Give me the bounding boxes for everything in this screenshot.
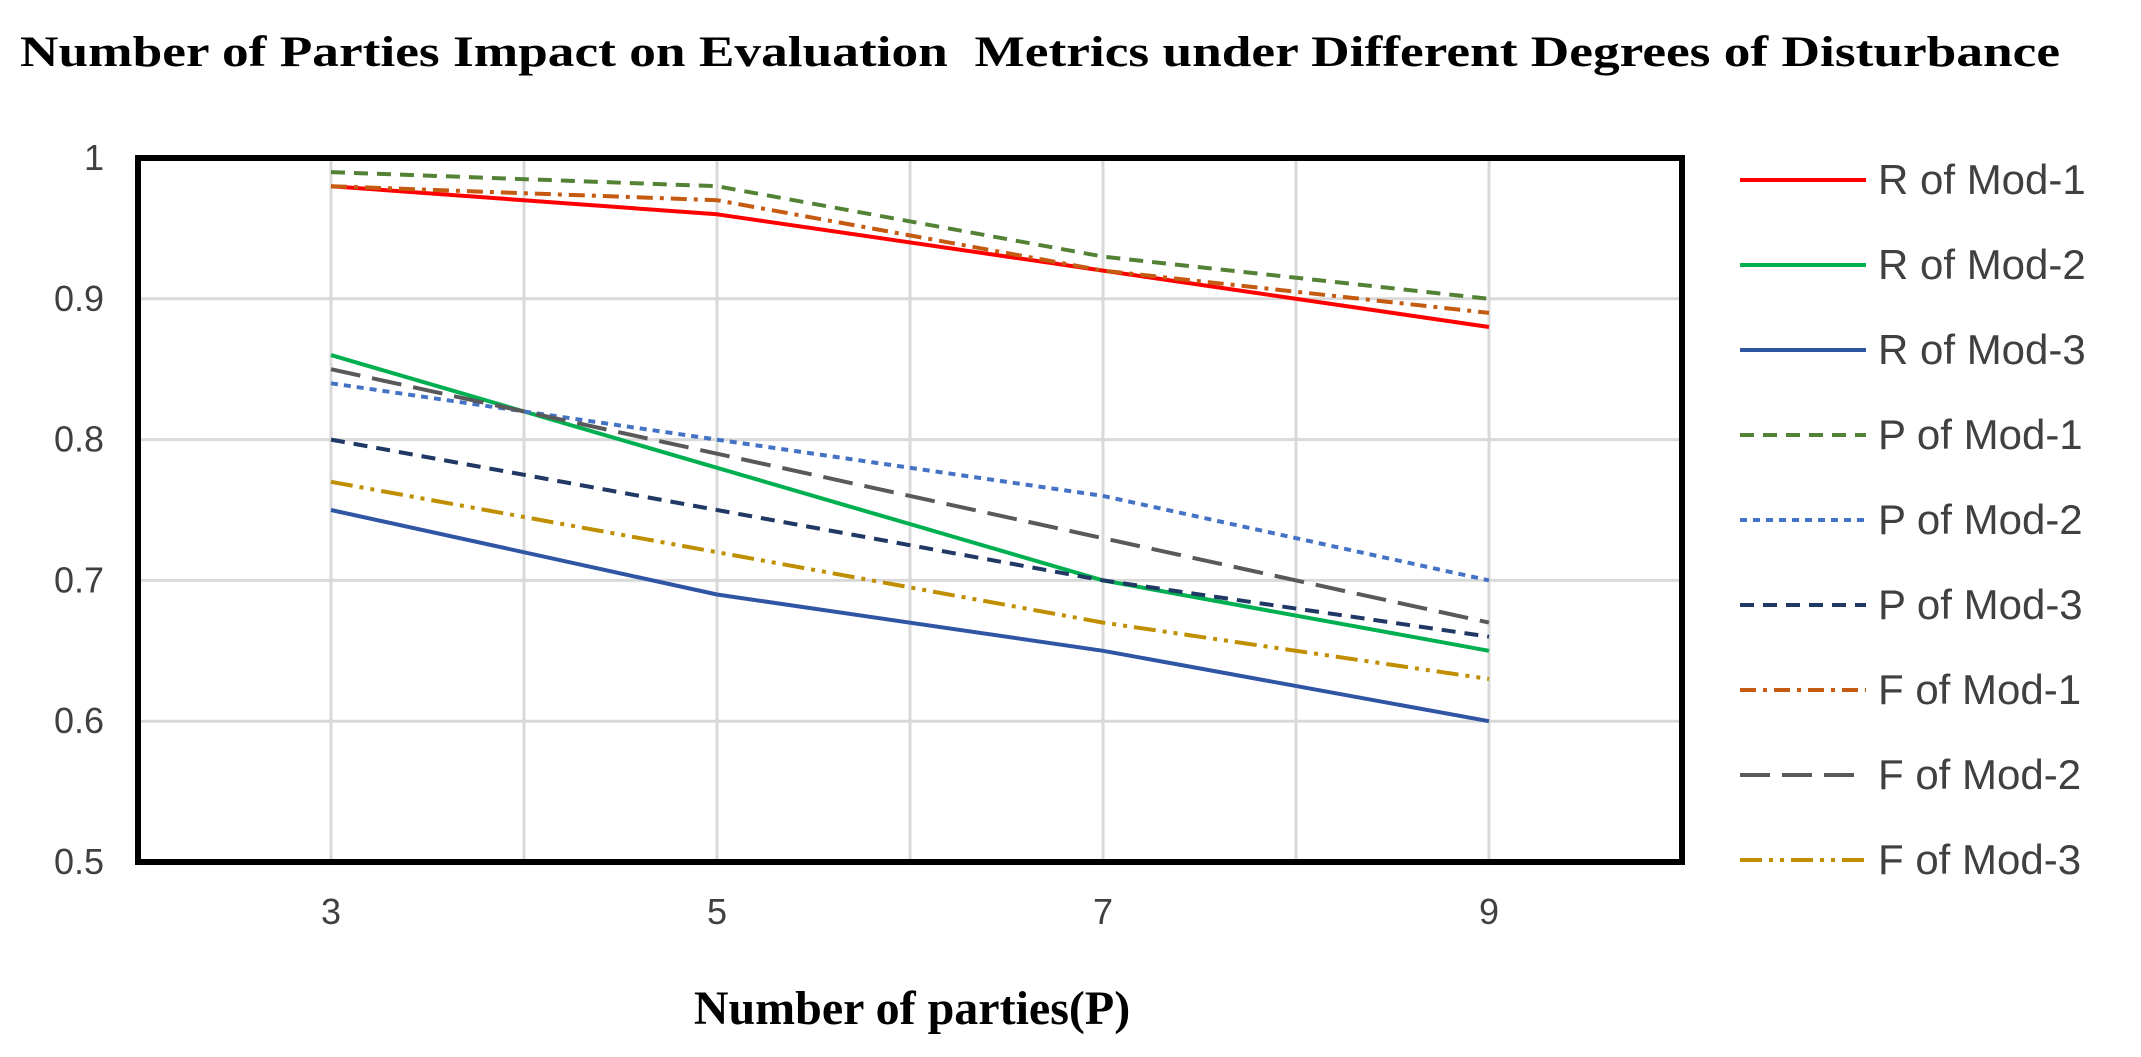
legend-item: P of Mod-2 — [1740, 496, 2083, 543]
y-tick-label: 0.8 — [54, 419, 104, 460]
legend-label: P of Mod-2 — [1878, 496, 2083, 543]
series-line-f-of-mod-3 — [330, 479, 1490, 681]
legend-item: P of Mod-3 — [1740, 581, 2083, 628]
y-tick-label: 1 — [84, 137, 104, 178]
legend-item: F of Mod-2 — [1740, 751, 2081, 798]
y-tick-label: 0.5 — [54, 841, 104, 882]
legend-label: R of Mod-3 — [1878, 326, 2086, 373]
legend: R of Mod-1 R of Mod-2 R of Mod-3 P of Mod-1… — [1740, 156, 2086, 883]
legend-item: R of Mod-2 — [1740, 241, 2086, 288]
legend-item: R of Mod-1 — [1740, 156, 2086, 203]
chart-title: Number of Parties Impact on Evaluation M… — [20, 29, 2060, 76]
series-lines — [330, 170, 1490, 724]
series-line-r-of-mod-3 — [330, 508, 1490, 724]
x-axis-label: Number of parties(P) — [694, 982, 1130, 1035]
legend-label: F of Mod-2 — [1878, 751, 2081, 798]
legend-label: P of Mod-1 — [1878, 411, 2083, 458]
series-line-p-of-mod-1 — [330, 170, 1490, 301]
legend-label: P of Mod-3 — [1878, 581, 2083, 628]
y-axis-tick-labels: 0.5 0.6 0.7 0.8 0.9 1 — [54, 137, 104, 882]
legend-item: R of Mod-3 — [1740, 326, 2086, 373]
legend-item: F of Mod-3 — [1740, 836, 2081, 883]
x-tick-label: 7 — [1093, 891, 1113, 932]
x-axis-tick-labels: 3 5 7 9 — [321, 891, 1499, 932]
series-line-p-of-mod-3 — [330, 437, 1490, 639]
legend-label: R of Mod-1 — [1878, 156, 2086, 203]
series-line-f-of-mod-2 — [330, 367, 1490, 625]
y-tick-label: 0.6 — [54, 700, 104, 741]
x-tick-label: 5 — [707, 891, 727, 932]
plot-area-frame — [135, 155, 1685, 865]
series-line-f-of-mod-1 — [330, 184, 1490, 315]
series-line-r-of-mod-1 — [330, 184, 1490, 329]
legend-item: F of Mod-1 — [1740, 666, 2081, 713]
legend-item: P of Mod-1 — [1740, 411, 2083, 458]
y-tick-label: 0.7 — [54, 559, 104, 600]
legend-label: R of Mod-2 — [1878, 241, 2086, 288]
y-tick-label: 0.9 — [54, 278, 104, 319]
x-tick-label: 9 — [1479, 891, 1499, 932]
x-tick-label: 3 — [321, 891, 341, 932]
legend-label: F of Mod-3 — [1878, 836, 2081, 883]
legend-label: F of Mod-1 — [1878, 666, 2081, 713]
